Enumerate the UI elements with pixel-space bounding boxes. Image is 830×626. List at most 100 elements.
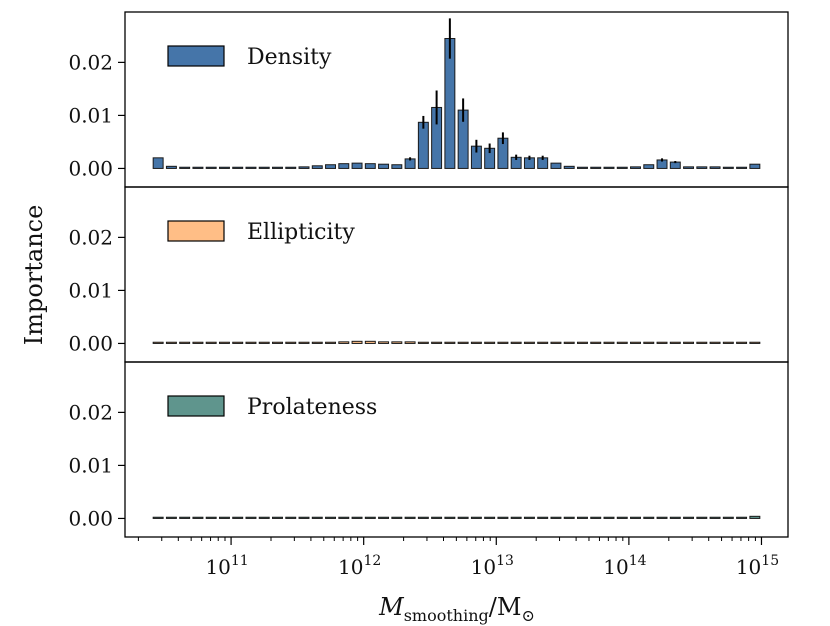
bar	[656, 516, 668, 519]
bar	[285, 516, 297, 519]
bar	[683, 166, 695, 169]
bar	[537, 341, 549, 344]
bar	[709, 341, 721, 344]
bar	[457, 341, 469, 344]
bar	[298, 341, 310, 344]
bar	[563, 165, 575, 169]
bar	[285, 341, 297, 344]
bar	[351, 340, 363, 344]
bar	[590, 341, 602, 344]
bar	[417, 121, 429, 169]
bar	[218, 166, 230, 169]
bar	[736, 516, 748, 519]
bar	[298, 166, 310, 169]
legend-swatch	[167, 220, 225, 242]
bar	[351, 516, 363, 519]
panel-frame	[124, 361, 789, 538]
bar	[179, 341, 191, 344]
bar	[192, 341, 204, 344]
bar	[736, 166, 748, 169]
bar	[378, 516, 390, 519]
bar	[232, 341, 244, 344]
bar	[325, 164, 337, 169]
legend-label: Prolateness	[247, 395, 377, 420]
bar	[457, 516, 469, 519]
bar	[272, 341, 283, 344]
bar	[749, 163, 761, 169]
bar	[643, 341, 655, 344]
bar	[192, 166, 204, 169]
bar	[550, 516, 562, 519]
bar	[205, 166, 217, 169]
panel-prolateness: 0.00 0.01 0.02 Prolateness	[68, 361, 789, 538]
bar	[722, 341, 734, 344]
bar	[696, 341, 708, 344]
bar	[218, 341, 230, 344]
bar	[497, 341, 509, 344]
bar	[523, 341, 535, 344]
bar	[696, 166, 708, 169]
bar	[165, 165, 177, 169]
bar	[444, 516, 456, 519]
panels: 0.00 0.01 0.02 Density 0.00 0.01 0.02 Elliptici…	[68, 11, 789, 538]
bar	[550, 162, 562, 169]
legend: Prolateness	[167, 395, 377, 420]
bar	[311, 341, 323, 344]
y-tick-label: 0.01	[68, 278, 113, 302]
bar	[391, 164, 403, 169]
bar	[576, 166, 588, 169]
bar	[484, 516, 496, 519]
bar	[709, 516, 721, 519]
bar	[391, 341, 403, 344]
bar	[709, 166, 721, 169]
bar	[272, 166, 283, 169]
bar	[364, 340, 376, 344]
legend-swatch	[167, 45, 225, 67]
bar	[311, 165, 323, 169]
y-axis-label: Importance	[20, 205, 48, 346]
bar	[325, 516, 337, 519]
bar	[258, 166, 270, 169]
y-tick-label: 0.01	[68, 453, 113, 477]
bar	[152, 157, 164, 169]
bar	[192, 516, 204, 519]
bar	[272, 516, 283, 519]
bar	[152, 516, 164, 519]
bar	[563, 341, 575, 344]
bar	[643, 164, 655, 169]
bar	[696, 516, 708, 519]
x-axis-label: Msmoothing/M⊙	[378, 593, 535, 625]
bar	[510, 516, 522, 519]
bar	[643, 516, 655, 519]
bar	[722, 516, 734, 519]
panel-frame	[124, 186, 789, 363]
bar	[669, 516, 681, 519]
bar	[391, 516, 403, 519]
bar	[484, 341, 496, 344]
bar	[431, 516, 443, 519]
legend-label: Density	[247, 45, 332, 70]
bar	[470, 341, 482, 344]
legend: Density	[167, 45, 332, 70]
bar	[311, 516, 323, 519]
bar	[378, 163, 390, 169]
bar	[338, 516, 350, 519]
x-axis: 1011 1012 1013 1014 1015	[137, 537, 779, 579]
bar	[205, 516, 217, 519]
panel-density: 0.00 0.01 0.02 Density	[68, 11, 789, 188]
bar	[590, 166, 602, 169]
bar	[603, 341, 615, 344]
panel-ellipticity: 0.00 0.01 0.02 Ellipticity	[68, 186, 789, 363]
bar	[165, 341, 177, 344]
bar	[576, 341, 588, 344]
bar	[749, 341, 761, 344]
bar	[179, 516, 191, 519]
legend-label: Ellipticity	[247, 220, 355, 245]
bar	[245, 516, 257, 519]
bar	[576, 516, 588, 519]
bar	[258, 516, 270, 519]
bar	[152, 341, 164, 344]
bar	[683, 516, 695, 519]
bar	[245, 166, 257, 169]
bar	[603, 516, 615, 519]
